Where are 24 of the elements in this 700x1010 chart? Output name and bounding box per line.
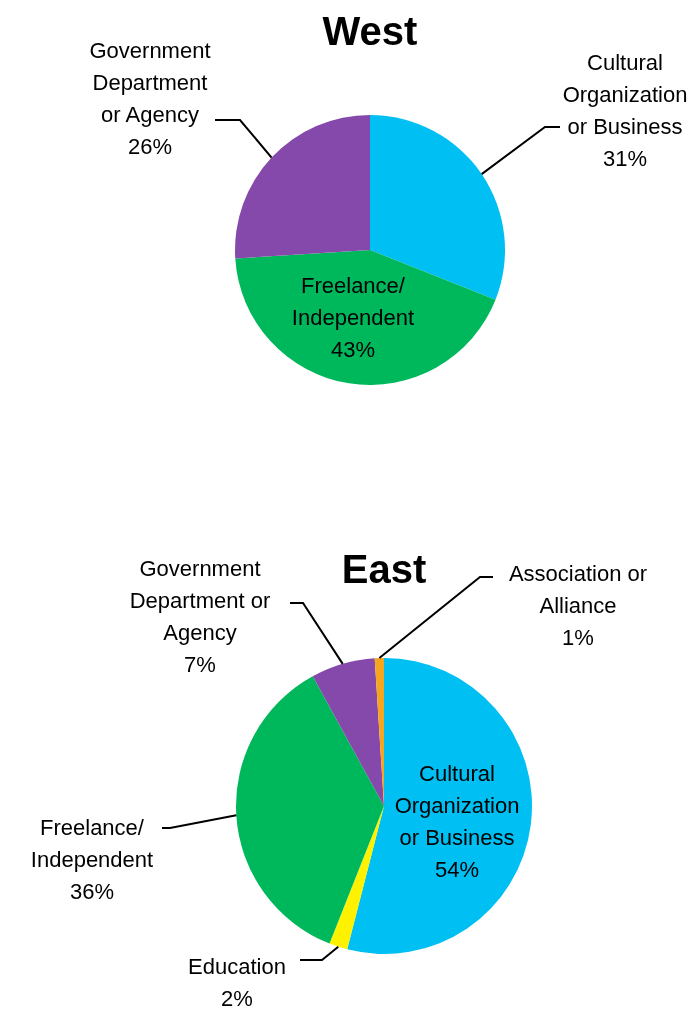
slice-label: Freelance/Independent [30, 815, 154, 872]
pie-slice [347, 658, 532, 954]
slice-label: Association or Alliance [508, 561, 648, 618]
pie-slice [235, 115, 370, 259]
data-label: 31% [602, 146, 648, 171]
slice-label: Cultural Organization or Business [394, 761, 520, 850]
pie-slice [236, 676, 384, 944]
pie-slice [329, 806, 384, 950]
pie-slice [235, 250, 496, 385]
data-label: 7% [184, 652, 216, 677]
chart-title: East [341, 547, 427, 591]
slice-label: Government Department or Agency [89, 38, 211, 127]
slice-label: Cultural Organization or Business [562, 50, 688, 139]
slice-label: Government Department or Agency [129, 556, 271, 645]
chart-title: West [322, 9, 418, 53]
data-label: 43% [330, 337, 376, 362]
data-label: 26% [127, 134, 173, 159]
data-label: 36% [69, 879, 115, 904]
data-label: 1% [562, 625, 594, 650]
slice-label: Freelance/Independent [291, 273, 415, 330]
slice-label: Education [188, 954, 286, 979]
pie-slice [312, 658, 384, 806]
data-label: 54% [434, 857, 480, 882]
data-label: 2% [221, 986, 253, 1010]
